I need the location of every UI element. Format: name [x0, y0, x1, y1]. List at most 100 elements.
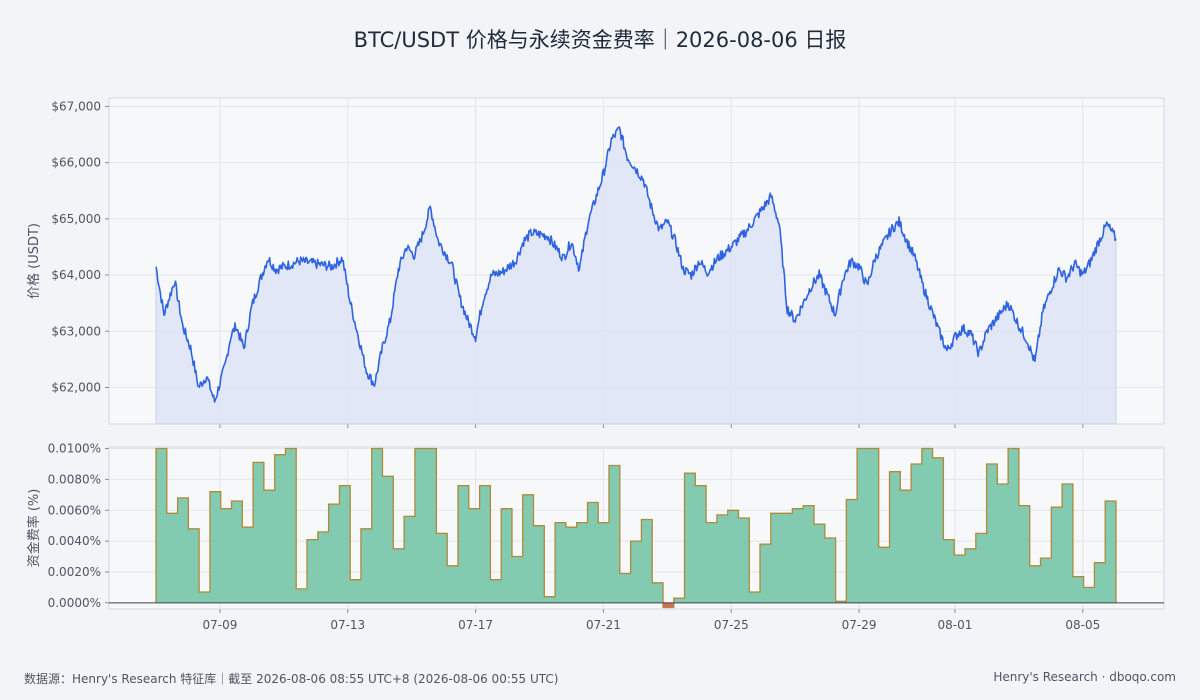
- funding-bar: [813, 524, 826, 603]
- funding-bar: [867, 448, 880, 603]
- brand-credit: Henry's Research · dboqo.com: [993, 670, 1176, 684]
- funding-bar: [555, 522, 567, 603]
- funding-bar: [889, 471, 901, 603]
- funding-bar: [339, 485, 351, 603]
- funding-bar: [274, 454, 286, 603]
- funding-bar: [166, 513, 178, 603]
- price-ytick-label: $65,000: [51, 212, 101, 226]
- funding-bar: [792, 508, 804, 603]
- funding-bar: [738, 517, 750, 603]
- funding-bar: [749, 592, 761, 603]
- funding-bar: [706, 522, 718, 603]
- funding-bar: [943, 539, 955, 603]
- funding-bar: [598, 522, 610, 603]
- funding-bar: [501, 508, 513, 603]
- funding-bar: [350, 579, 362, 603]
- price-axis-label: 价格 (USDT): [26, 223, 42, 299]
- funding-bar: [878, 547, 890, 603]
- funding-bar: [242, 527, 254, 603]
- funding-bar: [1072, 576, 1085, 603]
- funding-bar: [199, 592, 211, 603]
- funding-bar: [393, 548, 405, 603]
- funding-bar: [1029, 565, 1041, 603]
- x-tick-label: 07-09: [202, 618, 237, 632]
- funding-ytick-label: 0.0020%: [48, 565, 101, 579]
- funding-bar: [641, 519, 653, 603]
- funding-bar: [803, 505, 815, 603]
- funding-bar: [770, 513, 783, 603]
- funding-bar: [1062, 484, 1074, 603]
- funding-bar: [1008, 448, 1020, 603]
- x-tick-label: 08-05: [1065, 618, 1100, 632]
- funding-bar: [209, 491, 222, 603]
- funding-bar: [824, 538, 836, 603]
- funding-step-line: [155, 447, 1117, 609]
- funding-bar: [975, 533, 987, 603]
- x-tick-label: 07-29: [842, 618, 877, 632]
- funding-bar: [760, 544, 772, 603]
- funding-bar: [253, 462, 265, 603]
- funding-bar: [1018, 505, 1031, 603]
- price-ytick-label: $66,000: [51, 156, 101, 170]
- funding-ytick-label: 0.0000%: [48, 596, 101, 610]
- funding-ytick-label: 0.0060%: [48, 503, 101, 517]
- funding-bar: [307, 539, 319, 603]
- funding-bar: [156, 448, 168, 603]
- funding-bar: [285, 448, 297, 603]
- funding-bar: [1051, 507, 1063, 603]
- price-area-fill: [156, 127, 1116, 424]
- funding-bar: [857, 448, 869, 603]
- funding-bar: [296, 588, 308, 603]
- funding-bar: [371, 448, 383, 603]
- funding-bar: [468, 508, 480, 603]
- funding-bar: [587, 502, 599, 603]
- funding-bar: [447, 565, 459, 603]
- funding-bar: [1040, 558, 1052, 603]
- funding-ytick-label: 0.0100%: [48, 442, 101, 456]
- funding-bar: [932, 457, 944, 603]
- funding-bar: [986, 463, 998, 603]
- funding-bar: [1094, 562, 1106, 603]
- funding-bar: [382, 476, 394, 603]
- x-tick-label: 07-13: [330, 618, 365, 632]
- funding-bar: [360, 528, 373, 603]
- x-tick-label: 08-01: [938, 618, 973, 632]
- funding-bar: [609, 465, 621, 603]
- funding-bar: [436, 533, 448, 603]
- price-ytick-label: $63,000: [51, 324, 101, 338]
- funding-bar: [997, 484, 1009, 603]
- funding-bar: [954, 555, 966, 603]
- funding-bar: [425, 448, 437, 603]
- funding-bar: [220, 508, 232, 603]
- funding-bar: [576, 522, 588, 603]
- funding-bar: [328, 504, 340, 603]
- funding-bar: [911, 463, 923, 603]
- funding-bar: [619, 573, 632, 603]
- funding-bar: [695, 485, 707, 603]
- funding-bar: [404, 516, 416, 603]
- x-tick-label: 07-25: [714, 618, 749, 632]
- funding-bar: [900, 490, 912, 603]
- funding-bar: [231, 501, 243, 603]
- funding-axis-label: 资金费率 (%): [26, 489, 42, 568]
- funding-bar: [684, 473, 696, 603]
- funding-bar: [533, 525, 545, 603]
- funding-bar: [188, 528, 200, 603]
- x-tick-label: 07-21: [586, 618, 621, 632]
- funding-bar: [964, 548, 977, 603]
- funding-bar: [652, 582, 664, 603]
- funding-bar: [490, 579, 502, 603]
- funding-bar: [414, 448, 427, 603]
- funding-bar: [177, 497, 189, 603]
- funding-ytick-label: 0.0040%: [48, 534, 101, 548]
- funding-bar: [565, 527, 578, 603]
- x-tick-label: 07-17: [458, 618, 493, 632]
- price-line: [155, 126, 1117, 403]
- funding-bar: [511, 556, 524, 603]
- funding-bar: [263, 490, 276, 603]
- price-ytick-label: $67,000: [51, 99, 101, 113]
- funding-bar: [673, 598, 685, 603]
- funding-bar: [630, 541, 642, 603]
- funding-bar: [479, 485, 491, 603]
